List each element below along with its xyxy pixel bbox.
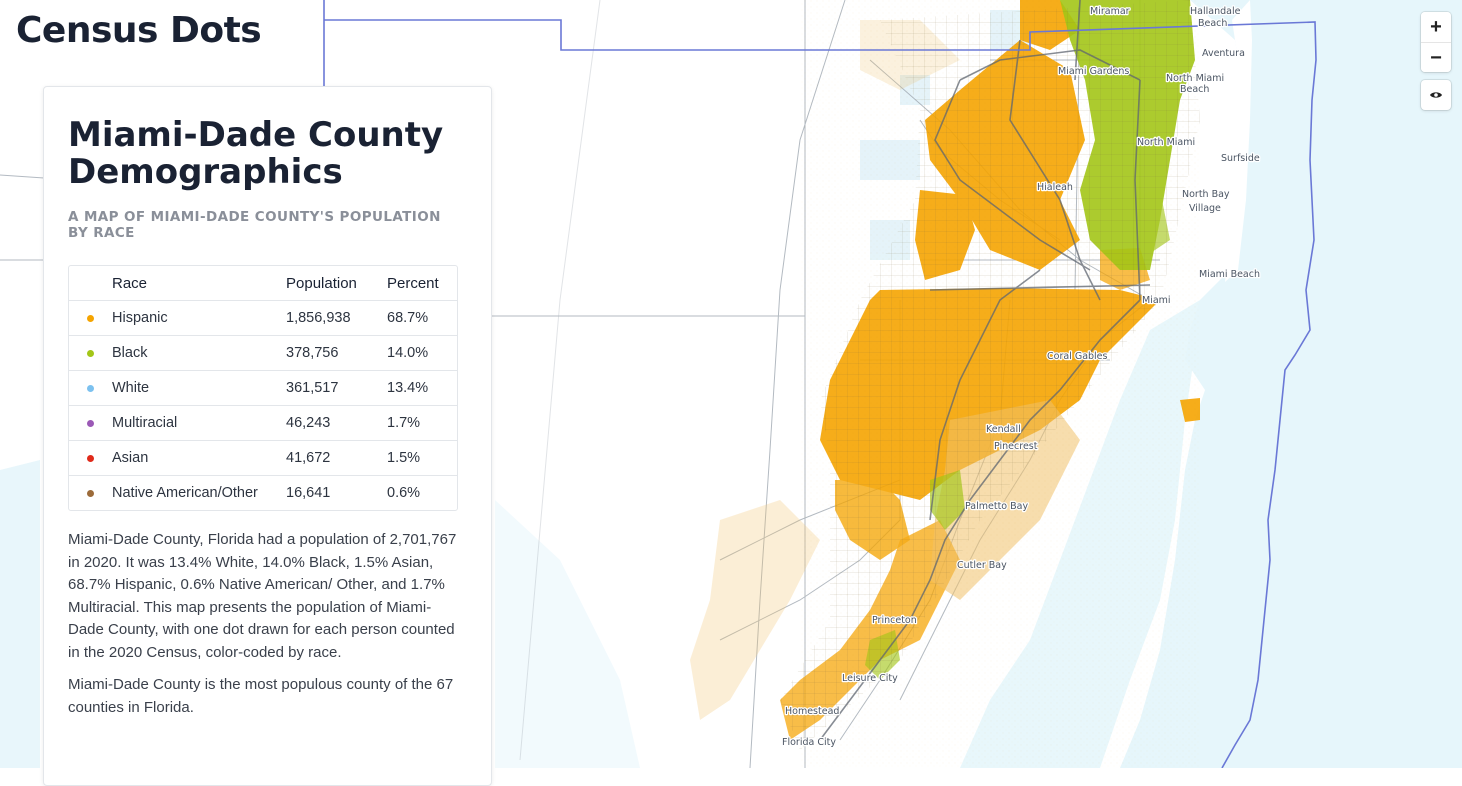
svg-text:North Miami: North Miami (1137, 137, 1195, 148)
svg-text:Miami Gardens: Miami Gardens (1058, 66, 1129, 77)
svg-text:North Bay: North Bay (1182, 189, 1230, 200)
county-description: Miami-Dade County, Florida had a populat… (68, 531, 457, 661)
svg-text:Miramar: Miramar (1090, 6, 1130, 17)
legend-header-row: Race Population Percent (69, 266, 457, 301)
legend-header-percent: Percent (386, 266, 457, 301)
panel-title: Miami-Dade County Demographics (68, 115, 444, 192)
legend-percent: 1.7% (386, 406, 457, 441)
svg-text:Surfside: Surfside (1221, 153, 1260, 164)
legend-row-multiracial: Multiracial 46,243 1.7% (69, 406, 457, 441)
native-american-other-dot-swatch (87, 490, 94, 497)
svg-text:Kendall: Kendall (986, 424, 1021, 435)
eye-icon (1430, 92, 1442, 98)
svg-text:Beach: Beach (1198, 18, 1227, 29)
legend-population: 361,517 (285, 371, 386, 406)
legend-race: Native American/Other (112, 485, 258, 501)
legend-row-asian: Asian 41,672 1.5% (69, 441, 457, 476)
legend-population: 378,756 (285, 336, 386, 371)
legend-percent: 1.5% (386, 441, 457, 476)
legend-row-native-american-other: Native American/Other 16,641 0.6% (69, 476, 457, 510)
legend-population: 46,243 (285, 406, 386, 441)
highways (819, 0, 1151, 741)
svg-text:Cutler Bay: Cutler Bay (957, 560, 1007, 571)
census-dot-map[interactable]: Miramar Hallandale Beach Aventura Miami … (0, 0, 1462, 768)
county-boundary (323, 0, 1317, 768)
svg-text:Leisure City: Leisure City (842, 673, 898, 684)
toggle-visibility-button[interactable] (1421, 80, 1451, 110)
zoom-controls: + − (1421, 12, 1451, 72)
multiracial-dot-swatch (87, 420, 94, 427)
svg-text:Palmetto Bay: Palmetto Bay (965, 501, 1028, 512)
svg-text:Hallandale: Hallandale (1190, 6, 1241, 17)
asian-dot-swatch (87, 455, 94, 462)
svg-text:Miami Beach: Miami Beach (1199, 269, 1260, 280)
zoom-out-button[interactable]: − (1421, 42, 1451, 72)
svg-text:Pinecrest: Pinecrest (994, 441, 1038, 452)
legend-row-hispanic: Hispanic 1,856,938 68.7% (69, 301, 457, 336)
zoom-in-button[interactable]: + (1421, 12, 1451, 42)
legend-race: Asian (111, 441, 285, 476)
place-labels: Miramar Hallandale Beach Aventura Miami … (781, 5, 1262, 750)
legend-header-population: Population (285, 266, 386, 301)
svg-text:Princeton: Princeton (872, 615, 917, 626)
legend-header-race: Race (111, 266, 285, 301)
legend-population: 41,672 (285, 441, 386, 476)
race-legend-table: Race Population Percent Hispanic 1,856,9… (68, 265, 458, 511)
legend-percent: 14.0% (386, 336, 457, 371)
legend-percent: 68.7% (386, 301, 457, 336)
black-dot-swatch (87, 350, 94, 357)
legend-race: Hispanic (111, 301, 285, 336)
panel-subtitle: A MAP OF MIAMI-DADE COUNTY'S POPULATION … (68, 209, 441, 241)
legend-population: 16,641 (286, 485, 331, 501)
svg-text:Aventura: Aventura (1202, 48, 1245, 59)
legend-percent: 13.4% (386, 371, 457, 406)
svg-text:Homestead: Homestead (785, 706, 839, 717)
svg-text:Coral Gables: Coral Gables (1047, 351, 1108, 362)
minus-icon: − (1430, 46, 1442, 69)
svg-text:Miami: Miami (1142, 295, 1171, 306)
legend-race: Multiracial (111, 406, 285, 441)
ocean-water (1120, 0, 1462, 768)
legend-race: Black (111, 336, 285, 371)
svg-text:North Miami: North Miami (1166, 73, 1224, 84)
svg-text:Beach: Beach (1180, 84, 1209, 95)
legend-percent: 0.6% (387, 485, 421, 501)
hispanic-dot-swatch (87, 315, 94, 322)
white-dot-swatch (87, 385, 94, 392)
svg-text:Village: Village (1189, 203, 1221, 214)
legend-header-swatch (69, 266, 111, 301)
legend-population: 1,856,938 (285, 301, 386, 336)
info-panel: Miami-Dade County Demographics A MAP OF … (43, 86, 492, 786)
barrier-island (1225, 0, 1252, 282)
svg-text:Florida City: Florida City (782, 737, 836, 748)
county-description-secondary: Miami-Dade County is the most populous c… (68, 676, 454, 716)
svg-text:Hialeah: Hialeah (1037, 182, 1073, 193)
map-controls: + − (1421, 12, 1451, 110)
legend-row-white: White 361,517 13.4% (69, 371, 457, 406)
site-title[interactable]: Census Dots (16, 10, 262, 51)
plus-icon: + (1430, 16, 1442, 38)
legend-race: White (111, 371, 285, 406)
west-water (0, 460, 40, 768)
legend-row-black: Black 378,756 14.0% (69, 336, 457, 371)
